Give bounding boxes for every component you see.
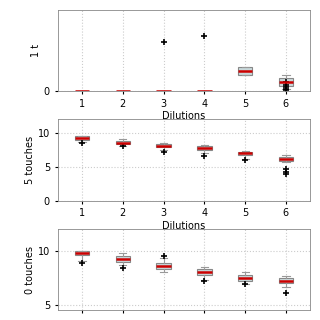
PathPatch shape [75,136,89,140]
PathPatch shape [156,263,171,269]
PathPatch shape [279,78,293,86]
PathPatch shape [238,67,252,75]
PathPatch shape [116,256,130,262]
PathPatch shape [279,278,293,283]
Y-axis label: 0 touches: 0 touches [25,246,35,294]
PathPatch shape [75,251,89,255]
Y-axis label: 1 t: 1 t [31,44,41,57]
X-axis label: Dilutions: Dilutions [162,111,206,121]
X-axis label: Dilutions: Dilutions [162,221,206,231]
PathPatch shape [156,144,171,147]
PathPatch shape [197,147,212,150]
PathPatch shape [116,141,130,144]
Y-axis label: 5 touches: 5 touches [25,136,35,184]
PathPatch shape [279,156,293,161]
PathPatch shape [197,269,212,275]
PathPatch shape [238,152,252,155]
PathPatch shape [238,275,252,281]
